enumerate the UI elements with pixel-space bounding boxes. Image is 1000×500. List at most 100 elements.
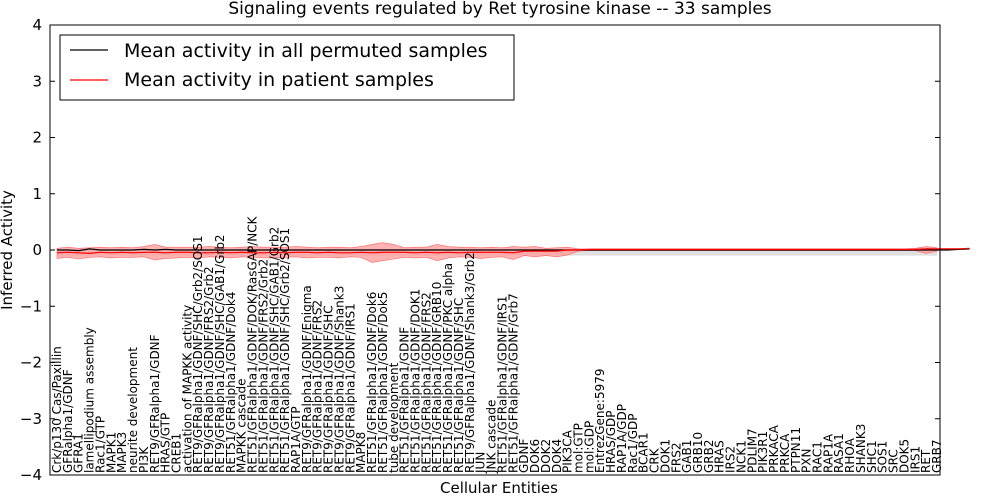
- entity-label: tube development: [387, 362, 401, 473]
- x-axis-title: Cellular Entities: [440, 479, 558, 497]
- entity-label: RET9/GFRalpha1/GDNF/Shank3/Grb2: [463, 252, 477, 473]
- y-tick-label: 2: [32, 129, 42, 147]
- entity-label: IRS1: [908, 446, 922, 473]
- legend: Mean activity in all permuted samples Me…: [59, 34, 515, 101]
- entity-label: RET51/GFRalpha1/GDNF/IRS1: [495, 296, 509, 473]
- y-tick-label: −1: [20, 297, 42, 315]
- entity-label: MAPKK cascade: [235, 378, 249, 473]
- entity-label: RET9/GFRalpha1/GDNF: [148, 334, 162, 473]
- entity-label: RET51/GFRalpha1/GDNF/Grb7: [506, 293, 520, 473]
- entity-label: IRS2: [724, 446, 738, 473]
- entity-label: RET51/GFRalpha1/GDNF/DOK/RasGAP/NCK: [246, 215, 260, 473]
- entity-label: PRKACA: [767, 424, 781, 473]
- entity-label: Rac1/GDP: [626, 414, 640, 473]
- entity-label: RET51/GFRalpha1/GDNF/DOK1: [409, 289, 423, 473]
- entity-label: RET9/GFRalpha1/GDNF/SHC/Grb2/SOS1: [191, 235, 205, 473]
- entity-label: DOK5: [897, 439, 911, 473]
- y-tick-label: 3: [32, 72, 42, 90]
- entity-label: RET51/GFRalpha1/GDNF/GRB10: [430, 282, 444, 473]
- entity-label: RET51/GFRalpha1/GDNF/SHC: [452, 298, 466, 473]
- entity-label: DOK6: [528, 439, 542, 473]
- entity-label: HRAS: [713, 440, 727, 473]
- entity-label: MAPK8: [354, 432, 368, 473]
- entity-label: PI3K: [137, 446, 151, 473]
- entity-label: RET51/GFRalpha1/GDNF/SHC/GAB1/Grb2: [267, 227, 281, 473]
- entity-label: Rac1/GTP: [94, 416, 108, 473]
- entity-label: SHC1: [865, 440, 879, 473]
- entity-label: NCK1: [734, 440, 748, 473]
- entity-label: RHOA: [843, 437, 857, 473]
- legend-box: [59, 34, 515, 101]
- entity-label: RAP1A: [821, 433, 835, 473]
- entity-label: PIK3R1: [756, 431, 770, 473]
- entity-label: activation of MAPKK activity: [180, 305, 194, 473]
- entity-label: RAC1: [811, 441, 825, 473]
- entity-label: RET51/GFRalpha1/GDNF: [398, 327, 412, 473]
- entity-label: RAP1A/GTP: [289, 406, 303, 473]
- entity-label: RET51/GFRalpha1/GDNF/PKC alpha: [441, 263, 455, 473]
- entity-label: GRB10: [691, 432, 705, 473]
- entity-label: GRB2: [702, 439, 716, 473]
- entity-label: RET9/GFRalpha1/GDNF/FRS2/Grb2: [202, 266, 216, 473]
- entity-label: RASA1: [832, 433, 846, 473]
- entity-label: MAPK3: [115, 432, 129, 473]
- entity-label: GFRalpha1/GDNF: [61, 369, 75, 473]
- entity-label: JUN: [474, 452, 488, 474]
- series-lines: [56, 247, 970, 255]
- entity-label: HRAS/GDP: [604, 410, 618, 473]
- plot-frame: [49, 24, 941, 476]
- entity-label: RET9/GFRalpha1/GDNF/Shank3: [333, 286, 347, 473]
- entity-label: RET51/GFRalpha1/GDNF/SHC/Grb2/SOS1: [278, 228, 292, 473]
- legend-label-patient: Mean activity in patient samples: [124, 69, 434, 91]
- entity-label: DOK4: [550, 439, 564, 473]
- y-tick-label: −4: [20, 466, 42, 484]
- entity-label: RAP1A/GDP: [615, 404, 629, 473]
- entity-label: RET51/GFRalpha1/GDNF/FRS2: [419, 292, 433, 473]
- entity-labels: Crk/p130 Cas/PaxillinGFRalpha1/GDNFGFRA1…: [50, 215, 944, 474]
- entity-label: GFRA1: [72, 433, 86, 473]
- entity-label: SRC: [887, 449, 901, 473]
- y-tick-label: −3: [20, 410, 42, 428]
- entity-label: CRK: [648, 447, 662, 473]
- entity-label: RET9/GFRalpha1/GDNF/IRS1: [343, 303, 357, 473]
- entity-label: PDLIM7: [745, 428, 759, 473]
- entity-label: PIK3CA: [561, 429, 575, 473]
- entity-label: RET9/GFRalpha1/GDNF/FRS2: [311, 300, 325, 473]
- entity-label: HRAS/GTP: [159, 413, 173, 473]
- entity-label: mol:GDP: [582, 421, 596, 473]
- entity-label: SOS1: [876, 441, 890, 473]
- patient-mean-line: [56, 247, 970, 255]
- entity-label: PRKCA: [778, 433, 792, 473]
- entity-label: PTPN11: [789, 427, 803, 473]
- entity-label: Crk/p130 Cas/Paxillin: [50, 346, 64, 473]
- entity-label: DOK2: [539, 439, 553, 473]
- entity-label: GDNF: [517, 438, 531, 473]
- entity-label: DOK1: [658, 439, 672, 473]
- entity-label: MAPK1: [104, 432, 118, 473]
- entity-label: BCAR1: [637, 432, 651, 473]
- legend-label-permuted: Mean activity in all permuted samples: [124, 40, 487, 62]
- entity-label: EntrezGene:5979: [593, 369, 607, 474]
- entity-label: SHANK3: [854, 424, 868, 473]
- entity-label: RET51/GFRalpha1/GDNF/Dok5: [376, 292, 390, 473]
- chart-title: Signaling events regulated by Ret tyrosi…: [228, 0, 771, 19]
- entity-label: RET9/GFRalpha1/GDNF/SHC/GAB1/Grb2: [213, 234, 227, 473]
- entity-label: lamellipodium assembly: [83, 327, 97, 473]
- entity-label: RET9/GFRalpha1/GDNF/Enigma: [300, 285, 314, 473]
- entity-label: RET9/GFRalpha1/GDNF/SHC: [322, 305, 336, 473]
- y-tick-label: 1: [32, 185, 42, 203]
- y-tick-label: 4: [32, 16, 42, 34]
- entity-label: neurite development: [126, 347, 140, 473]
- y-tick-label: −2: [20, 354, 42, 372]
- entity-label: CREB1: [170, 433, 184, 473]
- y-axis: −4 −3 −2 −1 0 1 2 3 4: [20, 16, 940, 484]
- entity-label: PXN: [800, 449, 814, 473]
- y-tick-label: 0: [32, 241, 42, 259]
- entity-label: RET51/GFRalpha1/GDNF/FRS2/Grb2: [256, 259, 270, 473]
- entity-label: JNK cascade: [485, 400, 499, 474]
- entity-label: RET51/GFRalpha1/GDNF/Dok6: [365, 292, 379, 473]
- entity-label: mol:GTP: [572, 423, 586, 473]
- entity-label: RET: [919, 449, 933, 473]
- entity-label: GRB7: [930, 439, 944, 473]
